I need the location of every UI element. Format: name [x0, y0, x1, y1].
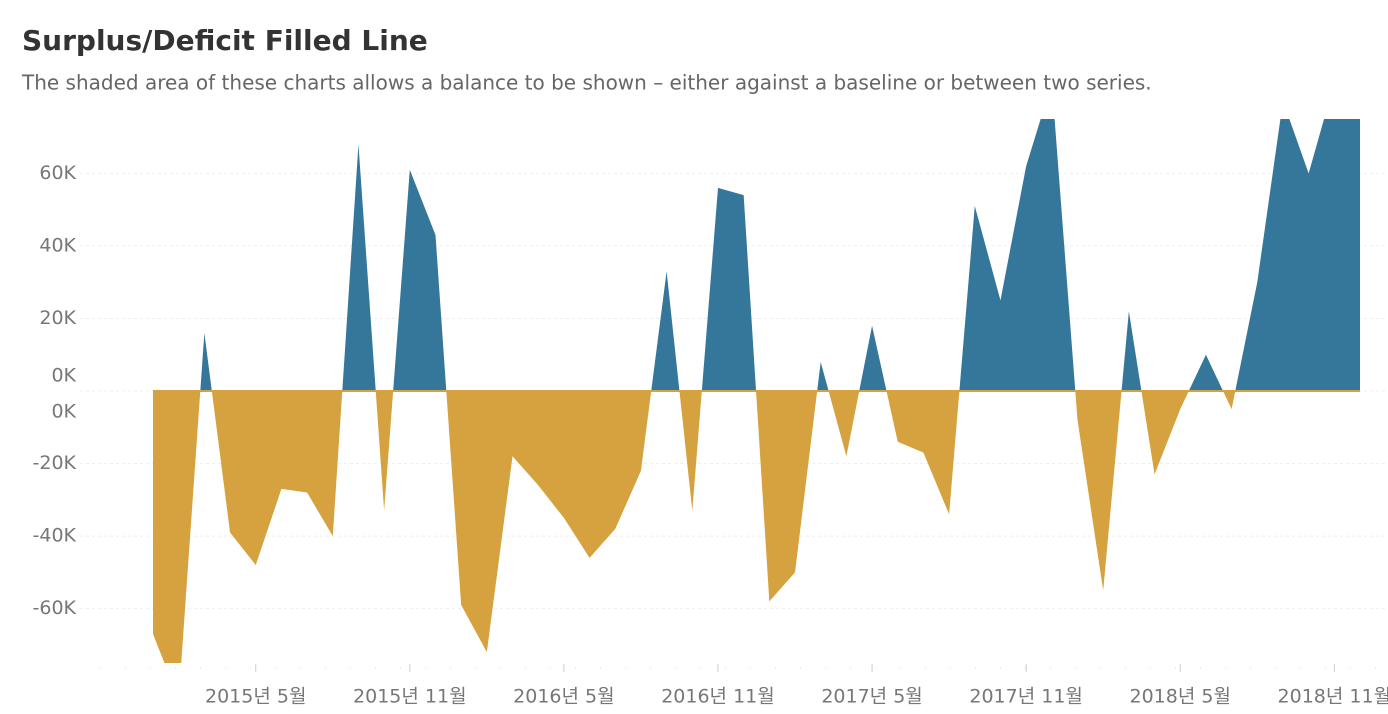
y-tick-label: -20K: [33, 452, 77, 474]
x-tick-label: 2018년 5월: [1130, 686, 1231, 708]
y-tick-label: 20K: [39, 307, 76, 329]
x-tick-label: 2015년 11월: [353, 686, 467, 708]
x-tick-label: 2015년 5월: [205, 686, 306, 708]
y-tick-label: 0K: [51, 365, 76, 387]
chart-subtitle: The shaded area of these charts allows a…: [21, 71, 1152, 95]
x-tick-label: 2017년 11월: [969, 686, 1083, 708]
x-tick-label: 2017년 5월: [821, 686, 922, 708]
x-tick-label: 2016년 5월: [513, 686, 614, 708]
y-tick-label: -60K: [33, 597, 77, 619]
y-tick-label: 40K: [39, 234, 76, 256]
chart-title: Surplus/Deficit Filled Line: [22, 24, 428, 57]
x-tick-label: 2016년 11월: [661, 686, 775, 708]
y-tick-label: 0K: [51, 401, 76, 423]
y-tick-label: -40K: [33, 525, 77, 547]
y-tick-label: 60K: [39, 162, 76, 184]
surplus-area: [153, 119, 1360, 391]
deficit-area: [153, 391, 1360, 663]
x-tick-label: 2018년 11월: [1278, 686, 1388, 708]
